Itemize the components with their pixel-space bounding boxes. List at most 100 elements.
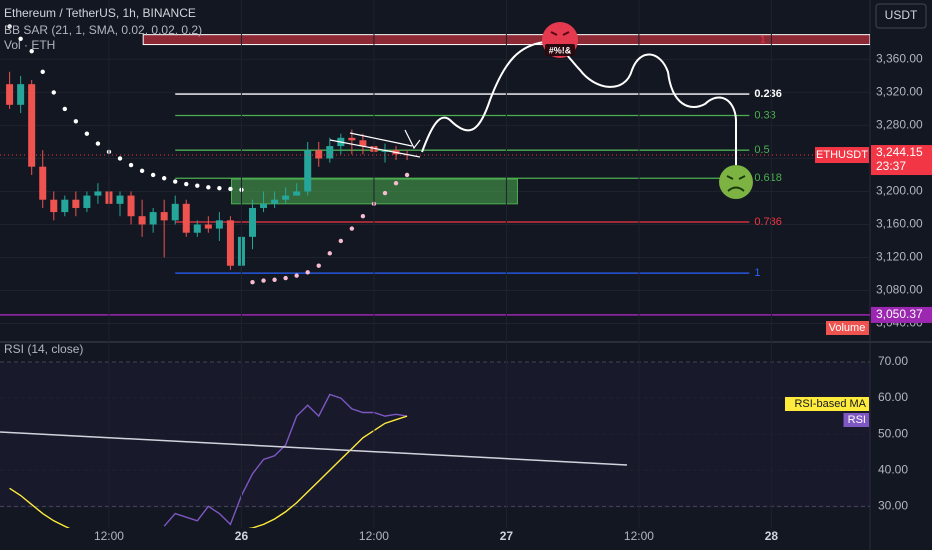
candle-body [138, 216, 146, 225]
sar-dot [228, 186, 233, 192]
emoji-mouth [545, 44, 575, 56]
candle-body [94, 191, 102, 196]
rsi-trendline [0, 431, 628, 466]
sar-dot [150, 172, 156, 178]
sar-dot [128, 162, 134, 168]
candle-body [315, 150, 323, 159]
candle-body [182, 203, 190, 233]
symbol: ETHUSDT [816, 149, 868, 161]
sar-dot [349, 226, 355, 231]
sar-dot [40, 69, 45, 74]
candle-body [127, 195, 135, 217]
candle-body [193, 224, 201, 233]
sick-emoji [719, 165, 753, 199]
sar-dot [382, 190, 388, 196]
sar-dot [272, 277, 277, 282]
y-tick-label: 30.00 [878, 499, 908, 513]
fib-label: 0.5 [754, 144, 769, 156]
countdown: 23:37 [876, 159, 906, 173]
candle-body [348, 137, 356, 141]
fib-label: 1 [754, 267, 760, 279]
x-tick-label: 27 [500, 529, 514, 543]
candle-body [72, 199, 80, 208]
candle-body [204, 224, 212, 229]
candle-body [282, 195, 290, 200]
last-price: 3,244.15 [876, 145, 923, 159]
y-tick-label: 40.00 [878, 462, 908, 476]
y-tick-label: 70.00 [878, 354, 908, 368]
sar-dot [305, 270, 310, 275]
rsi-band [0, 362, 870, 508]
candle-body [293, 191, 301, 196]
sar-dot [173, 179, 178, 184]
emoji-brows [550, 31, 570, 36]
level-label: 3,050.37 [876, 307, 923, 321]
sar-dot [327, 251, 332, 256]
sar-dot [62, 106, 68, 112]
price-pane: 1 0.236 0.33 0.5 0.618 0.786 1 [0, 24, 870, 324]
candle-body [50, 199, 58, 213]
candle-body [226, 220, 234, 266]
indicator-label: BB SAR (21, 1, SMA, 0.02, 0.02, 0.2) [4, 23, 202, 37]
sar-dot [18, 36, 23, 41]
sar-dot [206, 185, 211, 190]
y-tick-label: 60.00 [878, 390, 908, 404]
x-tick-label: 28 [765, 529, 779, 543]
emoji-face [726, 175, 746, 192]
legend-label: RSI-based MA [794, 398, 866, 410]
symbol-box [815, 147, 869, 164]
candle-body [171, 203, 179, 221]
y-tick-label: 50.00 [878, 426, 908, 440]
x-tick-label: 12:00 [359, 529, 389, 543]
candle-body [359, 140, 367, 147]
candle-body [260, 203, 268, 208]
x-tick-label: 26 [235, 529, 249, 543]
y-tick-label: 3,200.00 [876, 184, 923, 198]
candle-body [17, 84, 25, 105]
sar-dot [316, 263, 321, 268]
candle-body [304, 150, 312, 192]
sar-dot [217, 185, 222, 191]
sar-dot [250, 280, 255, 285]
indicator-label: Vol · ETH [4, 38, 55, 52]
series-line [163, 393, 408, 527]
currency[interactable]: USDT [885, 8, 918, 22]
candle-body [6, 84, 14, 105]
candle-body [149, 212, 157, 225]
candle-body [215, 220, 223, 229]
axes: 12:00 26 12:00 27 12:00 28 3,360.00 3,320.00 3,2… [94, 0, 932, 543]
sar-dot [51, 90, 56, 95]
sar-dot [161, 176, 167, 181]
sar-dot [117, 156, 123, 161]
sar-dot [29, 48, 34, 54]
sar-dot [139, 168, 145, 174]
sar-dot [195, 183, 200, 188]
projection-path [421, 40, 737, 165]
sar-dot [7, 24, 12, 29]
fib-label: 0.618 [754, 172, 782, 184]
sar-dot [283, 275, 288, 281]
candle-body [39, 166, 47, 200]
last-price-box [871, 145, 932, 176]
level-box [871, 306, 932, 323]
sar-dot [184, 181, 189, 187]
sar-dot [84, 131, 90, 136]
x-tick-label: 12:00 [624, 529, 654, 543]
fib-label: 0.236 [754, 88, 782, 100]
fib-label: 0.33 [754, 109, 775, 121]
sar-dot [73, 119, 79, 124]
sar-dot [393, 181, 399, 186]
y-tick-label: 3,160.00 [876, 217, 923, 231]
currency-box[interactable] [875, 3, 927, 29]
y-tick-label: 3,080.00 [876, 283, 923, 297]
zone-label: 1 [760, 34, 766, 45]
x-tick-label: 12:00 [94, 529, 124, 543]
legend-swatch [843, 413, 869, 427]
sar-dot [360, 214, 366, 219]
series-line [9, 415, 408, 528]
candle-body [326, 146, 334, 159]
sar-dot [338, 238, 344, 244]
y-tick-label: 3,120.00 [876, 250, 923, 264]
